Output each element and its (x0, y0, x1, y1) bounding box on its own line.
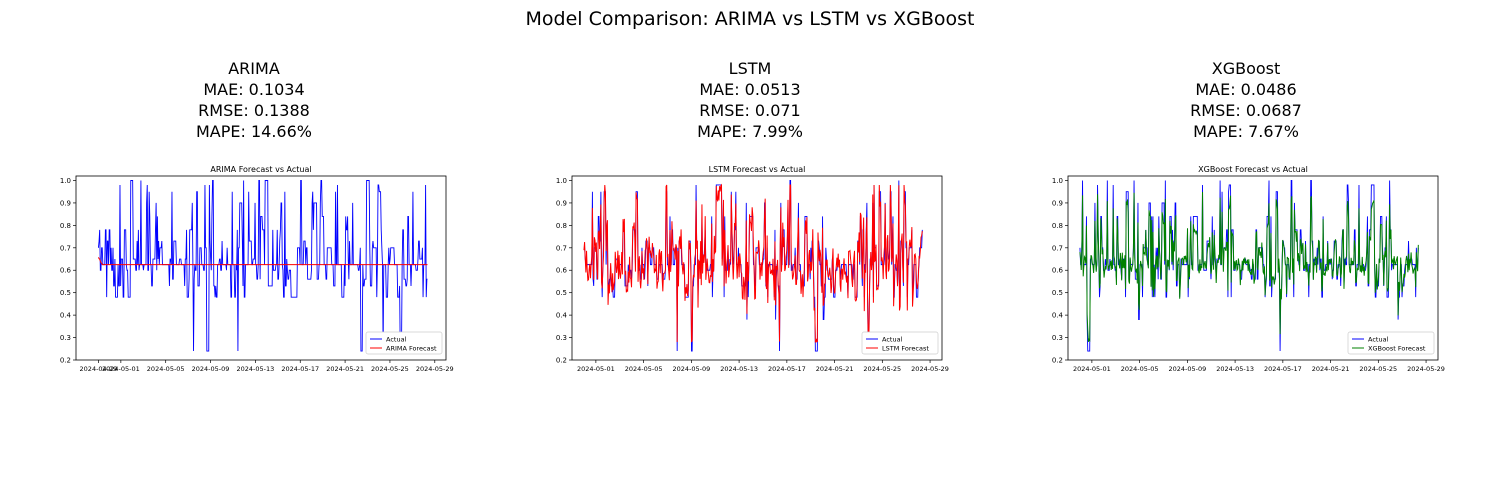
y-tick-label: 0.8 (60, 222, 71, 230)
plot-frame (571, 175, 943, 361)
series-forecast-line (583, 183, 923, 343)
xgboost-forecast-chart: XGBoost Forecast vs Actual 0.2 0.3 0.4 0.5 0.… (1052, 165, 1445, 373)
x-tick-label: 2024-05-13 (237, 365, 275, 373)
model-name: XGBoost (1211, 59, 1281, 78)
y-tick-label: 0.9 (556, 199, 567, 207)
xgboost-panel: XGBoost MAE: 0.0486 RMSE: 0.0687 MAPE: 7… (1036, 58, 1456, 378)
x-tick-label: 2024-05-29 (911, 365, 949, 373)
arima-forecast-chart: ARIMA Forecast vs Actual 0.2 0.3 0.4 0.5 0.6 0… (60, 165, 454, 373)
x-tick-label: 2024-05-29 (416, 365, 454, 373)
legend-box (1347, 331, 1435, 355)
rmse-value: RMSE: 0.071 (699, 101, 801, 120)
chart-title: XGBoost Forecast vs Actual (1198, 165, 1308, 174)
y-tick-label: 1.0 (1052, 177, 1063, 185)
series-forecast-line (97, 257, 428, 266)
y-tick-label: 0.6 (60, 267, 72, 275)
lstm-metrics-block: LSTM MAE: 0.0513 RMSE: 0.071 MAPE: 7.99% (540, 58, 960, 142)
y-tick-label: 0.8 (556, 222, 567, 230)
mape-value: MAPE: 7.99% (697, 122, 803, 141)
model-name: LSTM (728, 59, 772, 78)
legend-forecast-label: LSTM Forecast (882, 345, 929, 353)
y-tick-label: 0.9 (60, 199, 71, 207)
x-tick-label: 2024-05-25 (1359, 365, 1397, 373)
mape-value: MAPE: 7.67% (1193, 122, 1299, 141)
x-tick-label: 2024-05-09 (672, 365, 710, 373)
x-tick-label: 2024-04-29 (80, 365, 118, 373)
model-name: ARIMA (228, 59, 280, 78)
chart-title: LSTM Forecast vs Actual (709, 165, 806, 174)
arima-panel: ARIMA MAE: 0.1034 RMSE: 0.1388 MAPE: 14.… (44, 58, 464, 378)
y-tick-label: 0.3 (1052, 334, 1063, 342)
y-tick-label: 0.8 (1052, 222, 1063, 230)
x-tick-label: 2024-05-13 (1216, 365, 1254, 373)
arima-metrics-block: ARIMA MAE: 0.1034 RMSE: 0.1388 MAPE: 14.… (44, 58, 464, 142)
legend-actual-label: Actual (1368, 336, 1389, 344)
x-tick-label: 2024-05-17 (1264, 365, 1302, 373)
y-tick-label: 0.5 (556, 289, 567, 297)
plot-frame (1067, 175, 1439, 361)
y-tick-label: 0.5 (1052, 289, 1063, 297)
mape-value: MAPE: 14.66% (196, 122, 312, 141)
series-actual-line (97, 180, 428, 352)
x-tick-label: 2024-05-01 (102, 365, 140, 373)
y-tick-label: 1.0 (556, 177, 567, 185)
mae-value: MAE: 0.0513 (699, 80, 801, 99)
rmse-value: RMSE: 0.1388 (198, 101, 310, 120)
y-tick-label: 0.2 (556, 357, 567, 365)
y-tick-label: 0.9 (1052, 199, 1063, 207)
x-tick-label: 2024-05-25 (371, 365, 409, 373)
x-tick-label: 2024-05-17 (768, 365, 806, 373)
y-tick-label: 0.7 (556, 244, 567, 252)
x-tick-label: 2024-05-09 (192, 365, 230, 373)
y-tick-label: 0.3 (60, 334, 71, 342)
x-tick-label: 2024-05-21 (326, 365, 364, 373)
x-tick-label: 2024-05-01 (1073, 365, 1111, 373)
chart-title: ARIMA Forecast vs Actual (210, 165, 311, 174)
x-tick-label: 2024-05-05 (1121, 365, 1159, 373)
mae-value: MAE: 0.1034 (203, 80, 305, 99)
x-tick-label: 2024-05-17 (281, 365, 319, 373)
x-tick-label: 2024-05-05 (147, 365, 185, 373)
y-tick-label: 0.4 (60, 312, 72, 320)
xgboost-metrics-block: XGBoost MAE: 0.0486 RMSE: 0.0687 MAPE: 7… (1036, 58, 1456, 142)
legend-box (861, 331, 939, 355)
plot-frame (75, 175, 447, 361)
x-tick-label: 2024-05-09 (1168, 365, 1206, 373)
y-tick-label: 0.4 (556, 312, 568, 320)
x-tick-label: 2024-05-25 (863, 365, 901, 373)
x-tick-label: 2024-05-13 (720, 365, 758, 373)
series-forecast-line (1079, 191, 1419, 343)
legend-forecast-label: ARIMA Forecast (386, 345, 437, 353)
x-tick-label: 2024-05-05 (625, 365, 663, 373)
y-tick-label: 0.3 (556, 334, 567, 342)
y-tick-label: 0.7 (1052, 244, 1063, 252)
x-tick-label: 2024-05-21 (816, 365, 854, 373)
legend-forecast-label: XGBoost Forecast (1368, 345, 1426, 353)
legend-actual-label: Actual (386, 336, 407, 344)
y-tick-label: 0.5 (60, 289, 71, 297)
y-tick-label: 0.6 (1052, 267, 1064, 275)
y-tick-label: 0.7 (60, 244, 71, 252)
x-tick-label: 2024-05-01 (577, 365, 615, 373)
legend-actual-label: Actual (882, 336, 903, 344)
lstm-forecast-chart: LSTM Forecast vs Actual 0.2 0.3 0.4 0.5 0.6 0.… (556, 165, 949, 373)
y-tick-label: 0.6 (556, 267, 568, 275)
y-tick-label: 1.0 (60, 177, 71, 185)
rmse-value: RMSE: 0.0687 (1190, 101, 1302, 120)
y-tick-label: 0.2 (1052, 357, 1063, 365)
legend-box (365, 331, 443, 355)
y-tick-label: 0.4 (1052, 312, 1064, 320)
figure-title: Model Comparison: ARIMA vs LSTM vs XGBoo… (525, 8, 975, 30)
x-tick-label: 2024-05-21 (1312, 365, 1350, 373)
lstm-panel: LSTM MAE: 0.0513 RMSE: 0.071 MAPE: 7.99%… (540, 58, 960, 378)
y-tick-label: 0.2 (60, 357, 71, 365)
x-tick-label: 2024-05-29 (1407, 365, 1445, 373)
mae-value: MAE: 0.0486 (1195, 80, 1297, 99)
